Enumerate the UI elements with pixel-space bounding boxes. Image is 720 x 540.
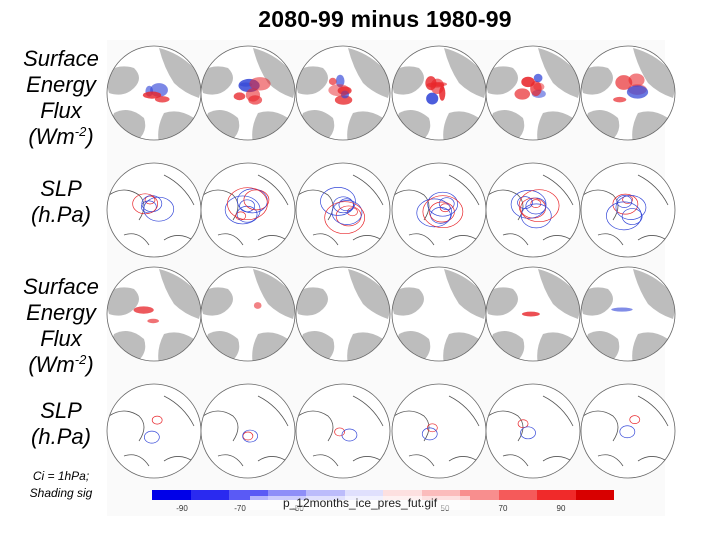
row-label-surface-energy-flux-2: Surface Energy Flux (Wm-2)	[23, 274, 99, 377]
colorbar-tick-label: 70	[498, 504, 508, 513]
surface-energy-flux-map-feb	[483, 43, 583, 143]
surface-energy-flux-map-may	[198, 264, 298, 364]
colorbar-tick-label: -70	[234, 504, 246, 513]
slp-map-apr	[104, 381, 204, 481]
row-label-slp-1: SLP (h.Pa)	[31, 176, 91, 227]
slp-map-mar	[578, 160, 678, 260]
slp-map-jun	[293, 381, 393, 481]
figure-title: 2080-99 minus 1980-99	[258, 6, 512, 32]
colorbar-segment	[575, 490, 614, 500]
slp-map-may	[198, 381, 298, 481]
slp-map-feb	[483, 160, 583, 260]
surface-energy-flux-map-dec	[293, 43, 393, 143]
colorbar-segment	[152, 490, 191, 500]
contour-interval-note: Ci = 1hPa; Shading sig	[29, 469, 93, 500]
colorbar-segment	[267, 490, 306, 500]
colorbar	[152, 490, 614, 500]
colorbar-segment	[383, 490, 422, 500]
colorbar-tick-label: -90	[176, 504, 188, 513]
surface-energy-flux-map-aug	[483, 264, 583, 364]
colorbar-segment	[306, 490, 345, 500]
slp-map-aug	[483, 381, 583, 481]
row-label-surface-energy-flux-1: Surface Energy Flux (Wm-2)	[23, 46, 99, 149]
slp-map-dec	[293, 160, 393, 260]
surface-energy-flux-map-nov	[198, 43, 298, 143]
surface-energy-flux-map-jul	[389, 264, 489, 364]
surface-energy-flux-map-apr	[104, 264, 204, 364]
colorbar-segment	[421, 490, 460, 500]
slp-map-jan	[389, 160, 489, 260]
surface-energy-flux-map-mar	[578, 43, 678, 143]
surface-energy-flux-map-jan	[389, 43, 489, 143]
file-name-label: p_12months_ice_pres_fut.gif	[250, 496, 470, 510]
surface-energy-flux-map-sep	[578, 264, 678, 364]
colorbar-segment	[344, 490, 383, 500]
row-label-slp-2: SLP (h.Pa)	[31, 398, 91, 449]
colorbar-segment	[229, 490, 268, 500]
colorbar-segment	[537, 490, 576, 500]
slp-map-nov	[198, 160, 298, 260]
colorbar-segment	[460, 490, 499, 500]
slp-map-oct	[104, 160, 204, 260]
colorbar-segment	[498, 490, 537, 500]
slp-map-jul	[389, 381, 489, 481]
colorbar-segment	[190, 490, 229, 500]
slp-map-sep	[578, 381, 678, 481]
colorbar-tick-label: 90	[556, 504, 566, 513]
surface-energy-flux-map-oct	[104, 43, 204, 143]
surface-energy-flux-map-jun	[293, 264, 393, 364]
